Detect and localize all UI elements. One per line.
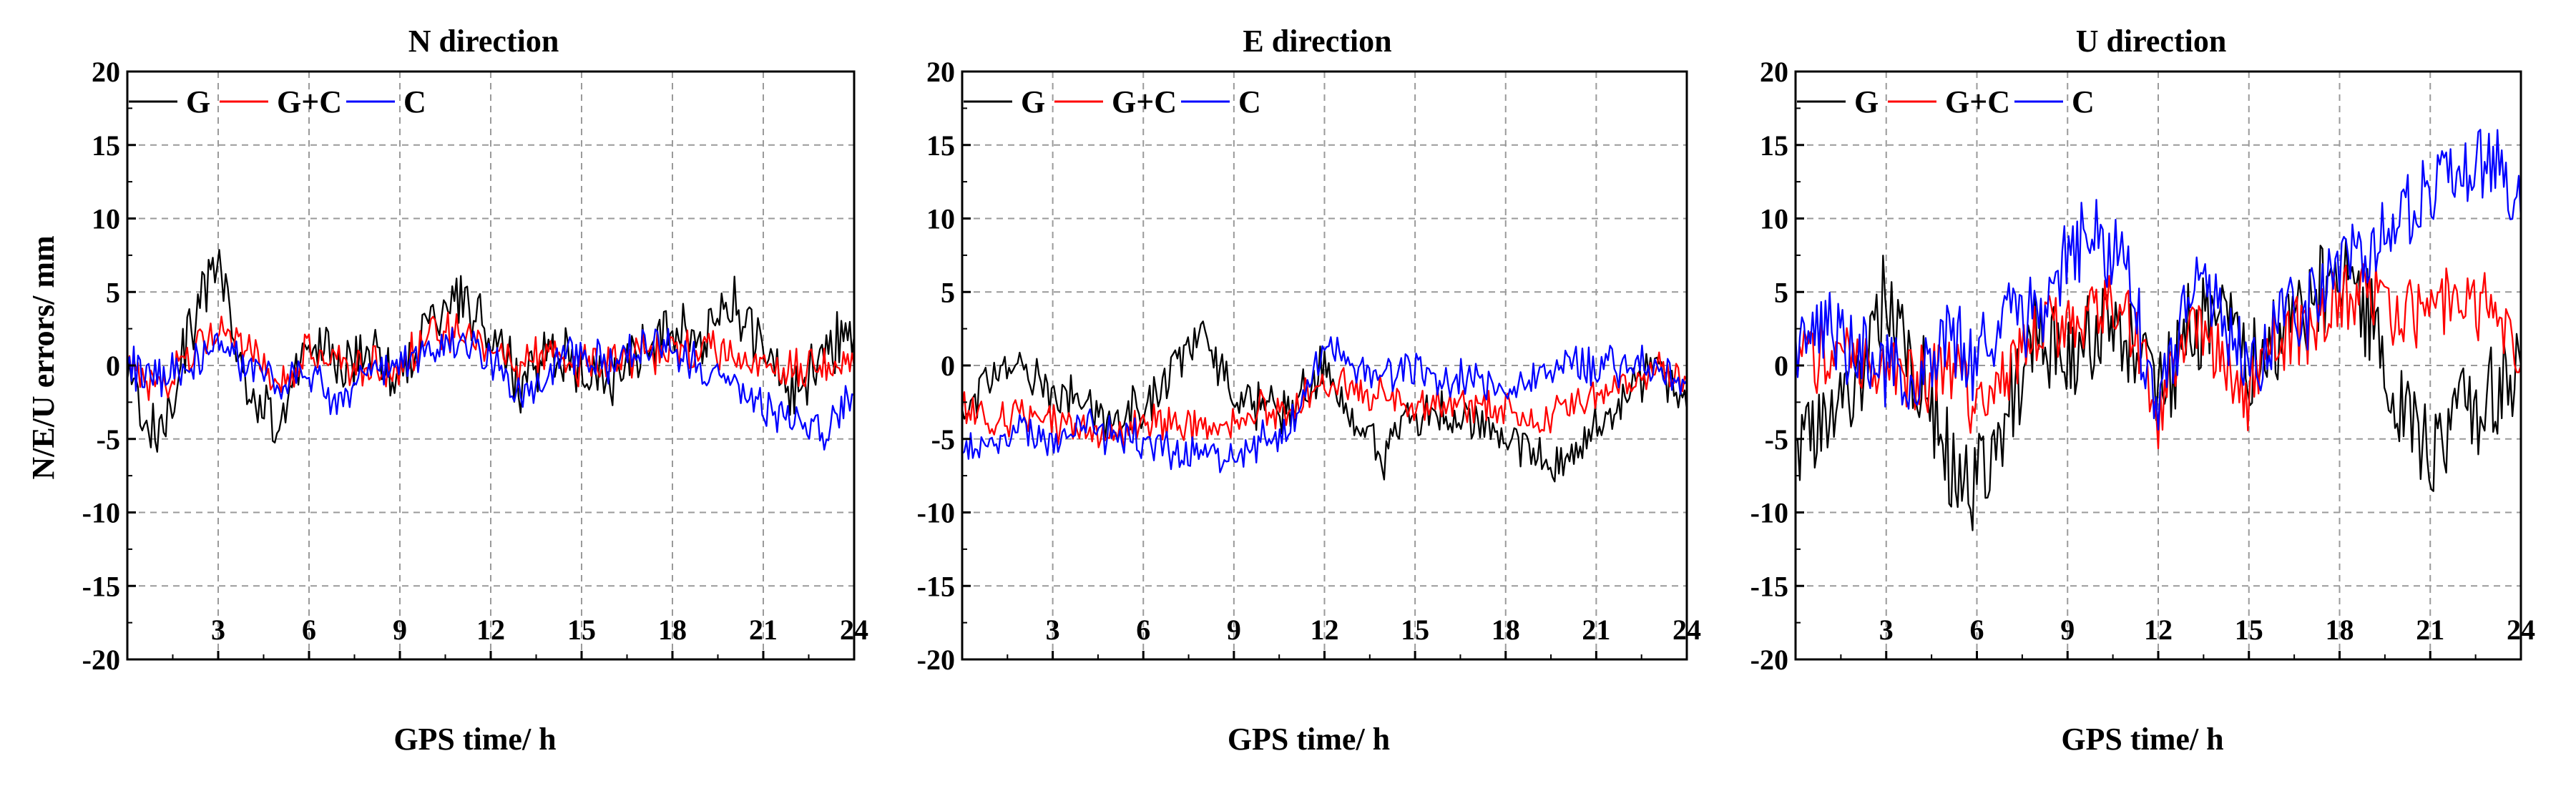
legend-label: G	[186, 84, 210, 119]
x-axis-label: GPS time/ h	[1228, 722, 1390, 757]
x-tick-label: 9	[2060, 614, 2075, 646]
y-tick-label: 10	[92, 203, 120, 235]
legend-label: C	[1238, 84, 1261, 119]
x-tick-label: 18	[2326, 614, 2354, 646]
x-tick-label: 15	[2235, 614, 2263, 646]
y-tick-label: 20	[1760, 56, 1788, 88]
series-line-c	[126, 327, 855, 451]
x-tick-label: 3	[1879, 614, 1894, 646]
y-tick-label: 0	[941, 350, 955, 382]
y-tick-label: 20	[92, 56, 120, 88]
y-tick-label: -15	[917, 570, 955, 602]
x-tick-label: 15	[1401, 614, 1429, 646]
x-axis-label: GPS time/ h	[2061, 722, 2223, 757]
x-tick-label: 9	[393, 614, 407, 646]
x-tick-label: 12	[476, 614, 505, 646]
x-tick-label: 3	[211, 614, 225, 646]
panel-2: 20 15 10 5 0 -5 -10 -15 -20 3 6 9 12 15 18 21 24 E direct…	[917, 24, 1701, 757]
y-tick-label: -5	[97, 423, 120, 456]
legend-label: G	[1854, 84, 1879, 119]
chart-title: E direction	[1243, 24, 1391, 59]
x-tick-label: 18	[1492, 614, 1520, 646]
y-tick-label: 5	[1774, 276, 1788, 308]
y-tick-label: -5	[931, 423, 955, 456]
y-tick-label: -20	[917, 644, 955, 676]
y-tick-label: -10	[82, 497, 120, 529]
y-tick-label: 20	[926, 56, 955, 88]
x-tick-label: 21	[1582, 614, 1610, 646]
x-tick-label: 21	[749, 614, 778, 646]
y-tick-label: 5	[106, 276, 120, 308]
x-tick-label: 24	[840, 614, 868, 646]
y-tick-label: 15	[1760, 129, 1788, 162]
y-tick-label: -20	[1750, 644, 1788, 676]
y-tick-label: 10	[1760, 203, 1788, 235]
y-axis-label: N/E/U errors/ mm	[26, 235, 61, 479]
series-line-c	[1794, 129, 2522, 431]
y-tick-label: 15	[926, 129, 955, 162]
series-line-gplusc	[1794, 263, 2522, 450]
x-tick-label: 18	[658, 614, 687, 646]
x-tick-label: 6	[1136, 614, 1150, 646]
y-tick-label: 0	[1774, 350, 1788, 382]
y-tick-label: 15	[92, 129, 120, 162]
y-tick-label: -20	[82, 644, 120, 676]
y-tick-label: 5	[941, 276, 955, 308]
series-line-gplusc	[961, 351, 1688, 451]
y-tick-label: -5	[1765, 423, 1788, 456]
x-tick-label: 15	[567, 614, 596, 646]
x-tick-label: 24	[1673, 614, 1701, 646]
x-tick-label: 21	[2416, 614, 2444, 646]
legend-label: G	[1021, 84, 1045, 119]
y-tick-label: -10	[917, 497, 955, 529]
panel-3: 20 15 10 5 0 -5 -10 -15 -20 3 6 9 12 15 18 21 24 U direct…	[1750, 24, 2535, 757]
x-tick-label: 12	[1311, 614, 1339, 646]
legend-label: G+C	[277, 84, 342, 119]
x-tick-label: 3	[1046, 614, 1060, 646]
legend-label: C	[2072, 84, 2095, 119]
y-tick-label: -15	[1750, 570, 1788, 602]
legend: G G+C C	[129, 84, 426, 119]
y-tick-label: 10	[926, 203, 955, 235]
series-line-g	[961, 320, 1688, 483]
legend: G G+C C	[1797, 84, 2095, 119]
y-tick-label: -10	[1750, 497, 1788, 529]
chart-title: N direction	[408, 24, 559, 59]
chart-title: U direction	[2076, 24, 2227, 59]
legend-label: C	[403, 84, 426, 119]
panel-1: 20 15 10 5 0 -5 -10 -15 -20 3 6 9 12 15 18 21 24 N direct…	[82, 24, 868, 757]
x-tick-label: 6	[1970, 614, 1984, 646]
x-axis-label: GPS time/ h	[393, 722, 556, 757]
y-tick-label: -15	[82, 570, 120, 602]
legend-label: G+C	[1945, 84, 2010, 119]
x-tick-label: 6	[302, 614, 316, 646]
legend: G G+C C	[964, 84, 1261, 119]
y-tick-label: 0	[106, 350, 120, 382]
legend-label: G+C	[1112, 84, 1177, 119]
x-tick-label: 12	[2144, 614, 2173, 646]
series-line-c	[961, 336, 1688, 473]
panels: 20 15 10 5 0 -5 -10 -15 -20 3 6 9 12 15 18 21 24 N direct…	[82, 24, 2535, 757]
x-tick-label: 9	[1227, 614, 1241, 646]
x-tick-label: 24	[2507, 614, 2535, 646]
